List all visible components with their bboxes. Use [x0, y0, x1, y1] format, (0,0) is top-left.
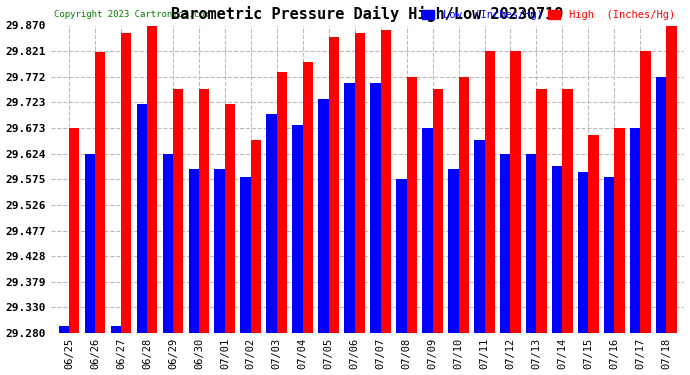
Bar: [199, 89, 209, 333]
Bar: [215, 169, 225, 333]
Bar: [344, 83, 355, 333]
Bar: [459, 76, 469, 333]
Bar: [137, 104, 147, 333]
Bar: [614, 128, 624, 333]
Bar: [163, 154, 173, 333]
Bar: [173, 89, 184, 333]
Bar: [406, 76, 417, 333]
Bar: [511, 51, 521, 333]
Bar: [448, 169, 459, 333]
Bar: [328, 37, 339, 333]
Bar: [85, 154, 95, 333]
Bar: [318, 99, 328, 333]
Bar: [589, 135, 599, 333]
Bar: [188, 169, 199, 333]
Bar: [95, 52, 106, 333]
Bar: [251, 140, 262, 333]
Bar: [604, 177, 614, 333]
Bar: [630, 128, 640, 333]
Bar: [59, 326, 69, 333]
Bar: [667, 26, 677, 333]
Bar: [355, 33, 365, 333]
Bar: [422, 128, 433, 333]
Bar: [656, 76, 667, 333]
Bar: [240, 177, 251, 333]
Bar: [578, 172, 589, 333]
Bar: [500, 154, 511, 333]
Bar: [640, 51, 651, 333]
Bar: [277, 72, 287, 333]
Bar: [266, 114, 277, 333]
Bar: [526, 154, 536, 333]
Bar: [225, 104, 235, 333]
Bar: [433, 89, 443, 333]
Bar: [552, 166, 562, 333]
Bar: [562, 89, 573, 333]
Text: Copyright 2023 Cartronics.com: Copyright 2023 Cartronics.com: [54, 10, 210, 20]
Bar: [396, 179, 406, 333]
Bar: [536, 89, 547, 333]
Bar: [474, 140, 484, 333]
Bar: [121, 33, 131, 333]
Bar: [293, 124, 303, 333]
Bar: [484, 51, 495, 333]
Bar: [69, 128, 79, 333]
Bar: [110, 326, 121, 333]
Bar: [371, 83, 381, 333]
Bar: [147, 26, 157, 333]
Title: Barometric Pressure Daily High/Low 20230719: Barometric Pressure Daily High/Low 20230…: [172, 6, 564, 21]
Legend: Low  (Inches/Hg), High  (Inches/Hg): Low (Inches/Hg), High (Inches/Hg): [417, 6, 679, 24]
Bar: [303, 62, 313, 333]
Bar: [381, 30, 391, 333]
